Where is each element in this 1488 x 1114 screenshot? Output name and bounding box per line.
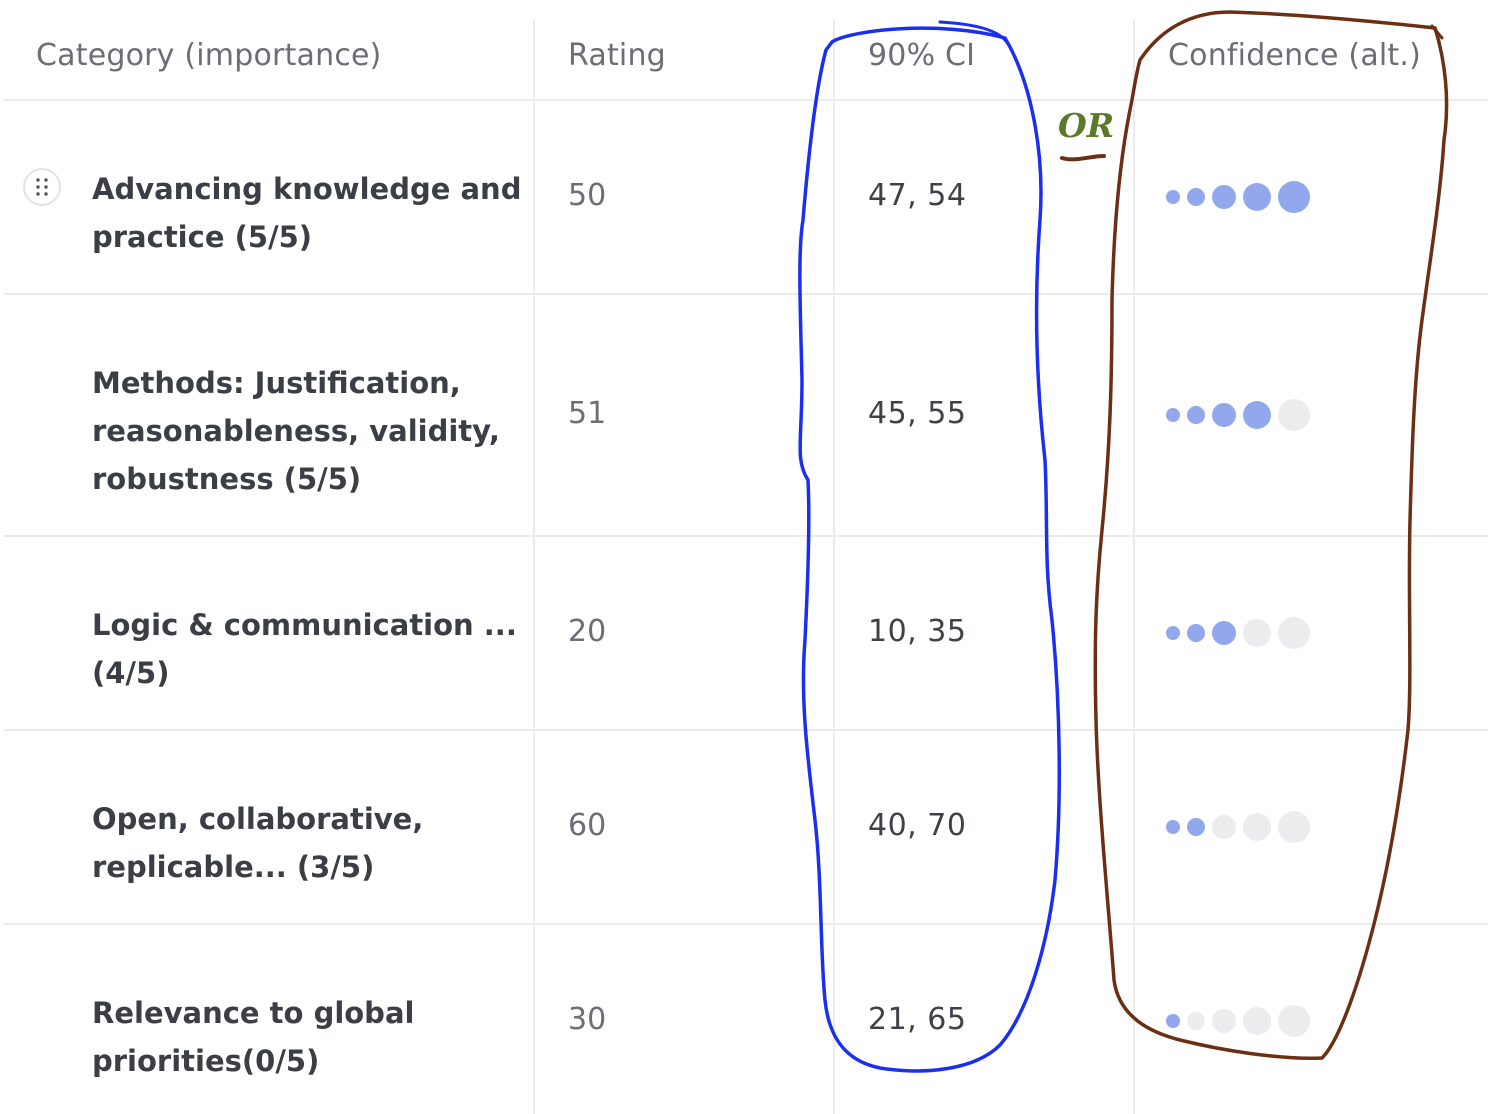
confidence-dot-filled (1187, 818, 1205, 836)
confidence-dots (1166, 398, 1317, 432)
confidence-dot-empty (1278, 1005, 1310, 1037)
column-divider (1133, 20, 1135, 1114)
confidence-dot-filled (1187, 406, 1205, 424)
confidence-dot-empty (1278, 617, 1310, 649)
row-divider (4, 293, 1488, 295)
row-divider (4, 535, 1488, 537)
rating-cell: 51 (568, 396, 607, 431)
confidence-dot-filled (1166, 408, 1180, 422)
rating-cell: 60 (568, 808, 607, 843)
confidence-dots (1166, 810, 1317, 844)
confidence-dot-empty (1243, 619, 1271, 647)
confidence-dot-filled (1243, 183, 1271, 211)
confidence-dot-filled (1187, 624, 1205, 642)
category-cell: Open, collaborative, replicable... (3/5) (92, 802, 424, 884)
confidence-dot-empty (1187, 1012, 1205, 1030)
confidence-dot-filled (1166, 820, 1180, 834)
column-header-ci[interactable]: 90% CI (868, 38, 976, 73)
confidence-dot-filled (1278, 181, 1310, 213)
category-cell: Advancing knowledge and practice (5/5) (92, 172, 522, 254)
confidence-dot-filled (1166, 626, 1180, 640)
column-header-confidence[interactable]: Confidence (alt.) (1168, 38, 1422, 73)
confidence-dot-filled (1166, 1014, 1180, 1028)
ci-cell: 10, 35 (868, 614, 967, 649)
row-divider (4, 923, 1488, 925)
confidence-dot-filled (1166, 190, 1180, 204)
confidence-dot-empty (1278, 811, 1310, 843)
confidence-dot-empty (1212, 815, 1236, 839)
ci-cell: 45, 55 (868, 396, 967, 431)
confidence-dots (1166, 616, 1317, 650)
confidence-dot-filled (1212, 621, 1236, 645)
column-divider (833, 20, 835, 1114)
category-cell: Logic & communication ... (4/5) (92, 608, 517, 690)
row-divider (4, 729, 1488, 731)
confidence-dots (1166, 180, 1317, 214)
ci-cell: 40, 70 (868, 808, 967, 843)
rating-cell: 50 (568, 178, 607, 213)
or-annotation: OR (1058, 106, 1115, 145)
rating-cell: 20 (568, 614, 607, 649)
column-divider (533, 20, 535, 1114)
confidence-dot-empty (1243, 1007, 1271, 1035)
confidence-dot-filled (1212, 403, 1236, 427)
rating-cell: 30 (568, 1002, 607, 1037)
confidence-dot-empty (1278, 399, 1310, 431)
drag-dots-icon (36, 178, 48, 196)
category-cell: Relevance to global priorities(0/5) (92, 996, 415, 1078)
drag-handle-icon[interactable] (23, 168, 61, 206)
confidence-dot-empty (1243, 813, 1271, 841)
header-divider (4, 99, 1488, 101)
category-cell: Methods: Justification, reasonableness, … (92, 366, 500, 496)
column-header-category[interactable]: Category (importance) (36, 38, 382, 73)
confidence-dot-filled (1212, 185, 1236, 209)
confidence-dot-filled (1243, 401, 1271, 429)
confidence-dots (1166, 1004, 1317, 1038)
column-header-rating[interactable]: Rating (568, 38, 666, 73)
ci-cell: 21, 65 (868, 1002, 967, 1037)
confidence-dot-filled (1187, 188, 1205, 206)
confidence-dot-empty (1212, 1009, 1236, 1033)
ci-cell: 47, 54 (868, 178, 967, 213)
